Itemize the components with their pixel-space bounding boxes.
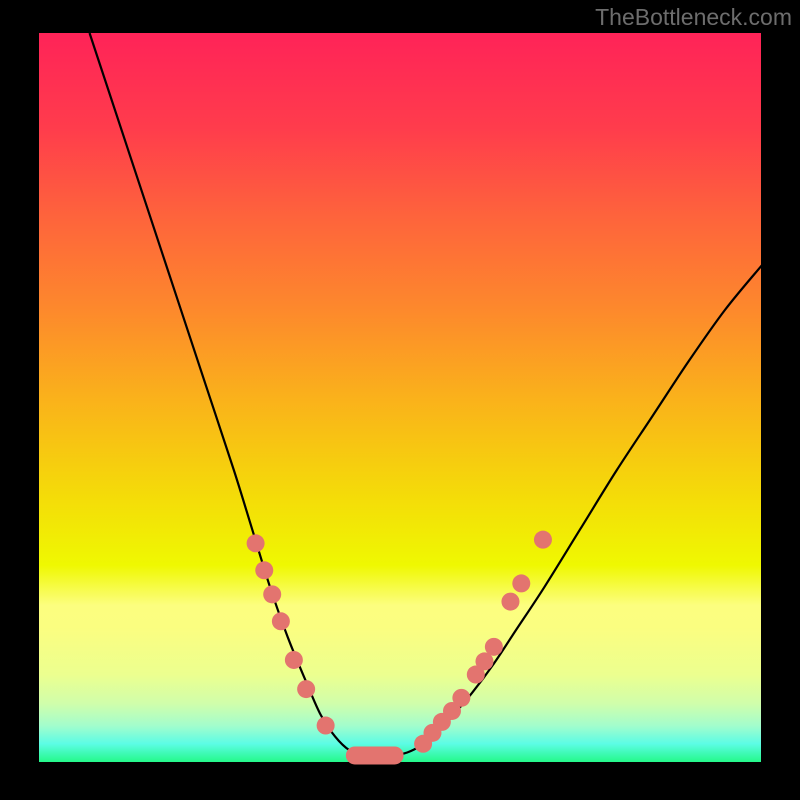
marker-left-1 xyxy=(255,561,273,579)
plot-area xyxy=(39,33,761,762)
v-curve xyxy=(90,33,764,756)
marker-left-5 xyxy=(297,680,315,698)
marker-right-4 xyxy=(452,689,470,707)
marker-right-10 xyxy=(534,531,552,549)
marker-left-6 xyxy=(317,717,335,735)
curve-layer xyxy=(39,33,761,762)
marker-right-7 xyxy=(485,638,503,656)
chart-container: TheBottleneck.com xyxy=(0,0,800,800)
marker-right-8 xyxy=(501,593,519,611)
marker-left-0 xyxy=(247,534,265,552)
watermark-text: TheBottleneck.com xyxy=(595,4,792,31)
marker-capsule xyxy=(346,746,404,764)
marker-right-9 xyxy=(512,574,530,592)
marker-left-4 xyxy=(285,651,303,669)
marker-left-2 xyxy=(263,585,281,603)
marker-left-3 xyxy=(272,612,290,630)
